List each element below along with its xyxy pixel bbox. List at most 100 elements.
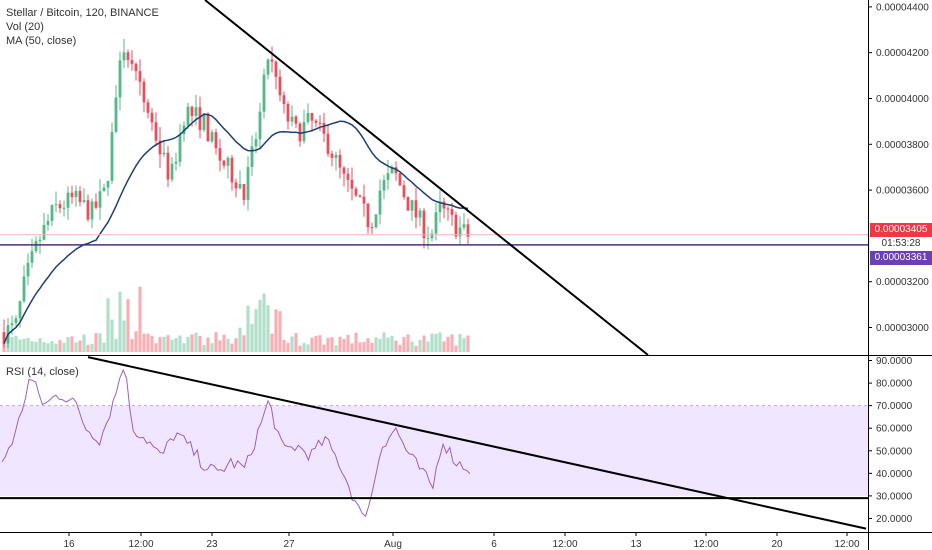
volume-bar bbox=[286, 342, 290, 352]
time-axis-label: 12:00 bbox=[834, 539, 859, 550]
rsi-axis-label: 80.0000 bbox=[876, 379, 913, 390]
candle-body bbox=[126, 52, 130, 61]
candle-body bbox=[222, 160, 226, 166]
volume-bar bbox=[406, 334, 410, 352]
volume-bar bbox=[250, 324, 254, 352]
volume-bar bbox=[398, 344, 402, 352]
candle-body bbox=[70, 192, 74, 197]
volume-bar bbox=[306, 344, 310, 352]
volume-bar bbox=[246, 305, 250, 352]
volume-bar bbox=[42, 342, 46, 352]
candle-body bbox=[286, 104, 290, 122]
volume-bar bbox=[346, 334, 350, 352]
volume-bar bbox=[378, 338, 382, 352]
volume-bar bbox=[354, 332, 358, 352]
volume-bar bbox=[90, 343, 94, 352]
volume-bar bbox=[78, 340, 82, 352]
candle-body bbox=[354, 188, 358, 196]
volume-bar bbox=[14, 336, 18, 352]
volume-bar bbox=[254, 309, 258, 352]
volume-bar bbox=[62, 342, 66, 352]
candle-body bbox=[334, 154, 338, 158]
time-axis-label: 23 bbox=[206, 539, 218, 550]
volume-bar bbox=[358, 342, 362, 352]
volume-bar bbox=[350, 343, 354, 352]
volume-bar bbox=[454, 345, 458, 352]
volume-bar bbox=[150, 335, 154, 352]
volume-bar bbox=[206, 337, 210, 352]
volume-bar bbox=[274, 309, 278, 352]
candle-body bbox=[62, 207, 66, 209]
candle-body bbox=[290, 116, 294, 122]
candle-body bbox=[458, 227, 462, 237]
volume-bar bbox=[26, 337, 30, 352]
price-axis-label: 0.00003200 bbox=[876, 277, 929, 288]
candle-body bbox=[118, 60, 122, 98]
volume-bar bbox=[230, 343, 234, 352]
volume-bar bbox=[258, 299, 262, 352]
candle-body bbox=[162, 152, 166, 155]
volume-bar bbox=[194, 332, 198, 352]
candle-body bbox=[242, 184, 246, 200]
candle-body bbox=[194, 107, 198, 116]
volume-bar bbox=[302, 343, 306, 352]
volume-bar bbox=[386, 337, 390, 352]
ma-line bbox=[3, 113, 469, 344]
volume-bar bbox=[334, 345, 338, 352]
volume-bar bbox=[102, 342, 106, 352]
candle-body bbox=[386, 173, 390, 181]
candle-body bbox=[350, 179, 354, 189]
rsi-axis-label: 70.0000 bbox=[876, 401, 913, 412]
candle-body bbox=[186, 106, 190, 126]
candle-body bbox=[146, 102, 150, 113]
candle-body bbox=[326, 133, 330, 154]
price-axis-label: 0.00003800 bbox=[876, 140, 929, 151]
rsi-axis-label: 60.0000 bbox=[876, 424, 913, 435]
candle-body bbox=[190, 106, 194, 116]
candle-body bbox=[466, 224, 470, 237]
candle-body bbox=[450, 209, 454, 215]
candle-body bbox=[166, 152, 170, 180]
candle-body bbox=[278, 76, 282, 96]
candle-body bbox=[366, 203, 370, 228]
candle-body bbox=[314, 120, 318, 123]
candle-body bbox=[238, 184, 242, 189]
volume-bar bbox=[458, 334, 462, 352]
rsi-trendline bbox=[87, 356, 867, 530]
rsi-axis-label: 30.0000 bbox=[876, 491, 913, 502]
candle-body bbox=[18, 301, 22, 319]
volume-bar bbox=[374, 337, 378, 352]
volume-bar bbox=[298, 345, 302, 352]
candle-body bbox=[342, 167, 346, 174]
rsi-axis-label: 50.0000 bbox=[876, 446, 913, 457]
candle-body bbox=[274, 61, 278, 77]
volume-bar bbox=[270, 333, 274, 352]
candle-body bbox=[282, 95, 286, 105]
candle-body bbox=[374, 214, 378, 228]
rsi-line bbox=[1, 368, 471, 518]
price-axis-label: 0.00003600 bbox=[876, 186, 929, 197]
volume-bar bbox=[178, 335, 182, 352]
candle-body bbox=[106, 180, 110, 188]
volume-bar bbox=[158, 337, 162, 352]
candle-body bbox=[130, 60, 134, 64]
candle-body bbox=[254, 139, 258, 147]
volume-bar bbox=[182, 343, 186, 352]
candle-body bbox=[358, 195, 362, 197]
candle-body bbox=[318, 122, 322, 124]
candle-body bbox=[174, 161, 178, 164]
volume-bar bbox=[154, 343, 158, 352]
volume-bar bbox=[22, 338, 26, 352]
volume-bar bbox=[266, 305, 270, 352]
volume-bar bbox=[418, 340, 422, 352]
candle-body bbox=[206, 113, 210, 142]
volume-bar bbox=[242, 335, 246, 352]
volume-bar bbox=[166, 335, 170, 352]
volume-bar bbox=[278, 311, 282, 352]
candle-body bbox=[378, 190, 382, 215]
candle-body bbox=[426, 238, 430, 240]
volume-bar bbox=[318, 335, 322, 352]
volume-bar bbox=[218, 340, 222, 352]
candle-body bbox=[214, 132, 218, 149]
